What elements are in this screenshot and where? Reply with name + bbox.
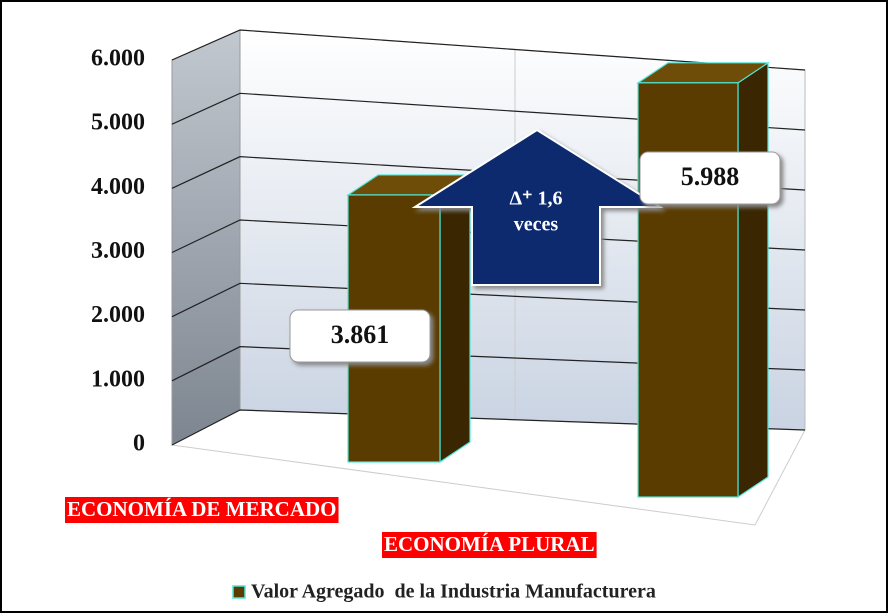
value-label-box [289,309,431,363]
legend-swatch [232,585,246,599]
grid-line [171,282,806,318]
category-background [382,532,597,558]
grid-line [171,346,806,382]
value-label-box [639,151,781,205]
grid-line [171,409,806,446]
value-label: 5.988 [681,162,740,191]
bar-side [737,61,769,499]
category-background [65,497,339,523]
y-tick-label: 0 [133,431,145,457]
grid-line [171,219,806,254]
x-tick-label: ECONOMÍA PLURAL [384,532,595,556]
annotation: Δ⁺ 1,6 [509,188,562,210]
grid-line [171,92,806,131]
bar-side [439,173,471,464]
grid-line [171,29,806,71]
bar [637,82,739,498]
y-tick-label: 5.000 [91,110,145,136]
y-tick-label: 6.000 [91,46,145,72]
annotation: veces [514,214,559,236]
y-tick-label: 4.000 [91,174,145,200]
side-wall [171,29,241,446]
y-tick-label: 1.000 [91,366,145,392]
arrow [411,128,664,286]
legend-label: Valor Agregado de la Industria Manufactu… [251,581,656,603]
y-tick-label: 3.000 [91,238,145,264]
value-label: 3.861 [331,320,390,349]
y-tick-label: 2.000 [91,302,145,328]
x-tick-label: ECONOMÍA DE MERCADO [67,497,337,521]
